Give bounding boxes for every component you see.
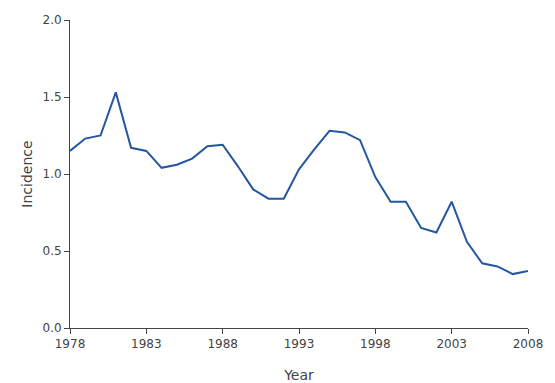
svg-text:0.5: 0.5 xyxy=(43,244,62,258)
svg-text:Incidence: Incidence xyxy=(19,140,35,207)
svg-text:1.0: 1.0 xyxy=(43,167,62,181)
svg-text:1983: 1983 xyxy=(131,337,162,351)
svg-text:0.0: 0.0 xyxy=(43,321,62,335)
svg-text:Year: Year xyxy=(283,367,314,383)
svg-text:1.5: 1.5 xyxy=(43,90,62,104)
svg-text:2003: 2003 xyxy=(436,337,467,351)
svg-text:1988: 1988 xyxy=(207,337,238,351)
svg-text:2.0: 2.0 xyxy=(43,13,62,27)
svg-text:1998: 1998 xyxy=(360,337,391,351)
svg-text:1978: 1978 xyxy=(55,337,86,351)
svg-text:2008: 2008 xyxy=(513,337,544,351)
svg-text:1993: 1993 xyxy=(284,337,315,351)
